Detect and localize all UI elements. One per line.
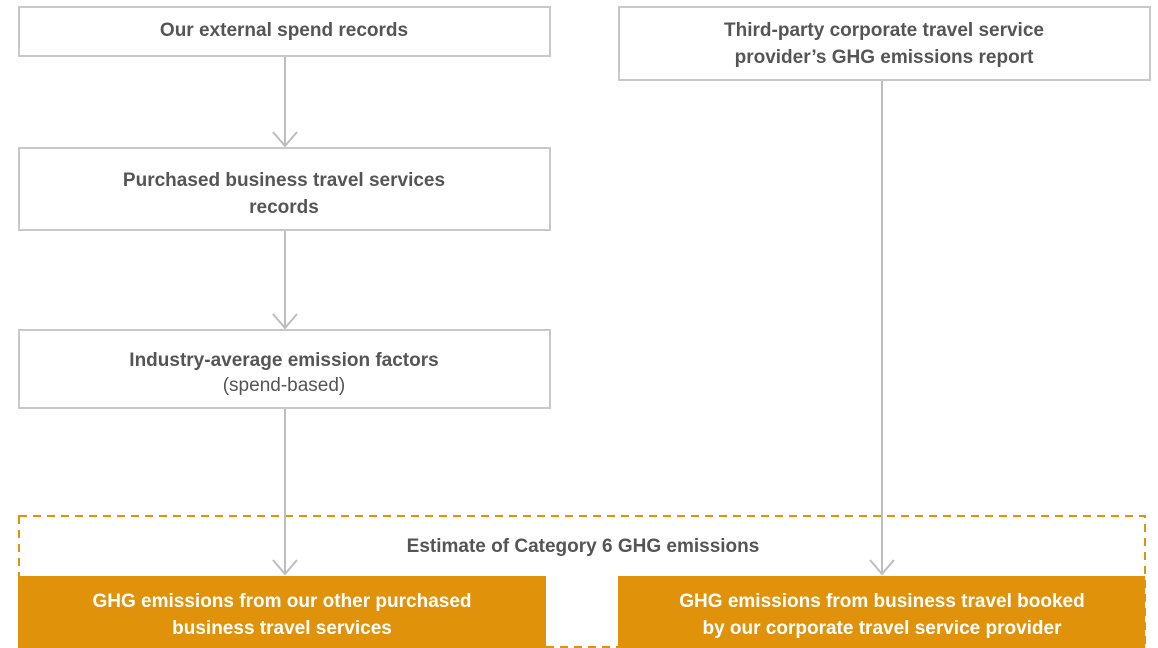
node-text: records [249, 197, 319, 218]
group-label: Estimate of Category 6 GHG emissions [407, 536, 760, 557]
result-text: business travel services [172, 618, 392, 639]
node-box [618, 6, 1151, 81]
result-box [18, 576, 546, 648]
node-box [18, 147, 551, 231]
arrow [869, 80, 895, 576]
node-note: (spend-based) [223, 375, 346, 396]
node-text: Third-party corporate travel service [724, 20, 1044, 41]
node-text: Purchased business travel services [123, 170, 445, 191]
node-text: Industry-average emission factors [129, 350, 438, 371]
node-box [18, 329, 551, 409]
node-text: provider’s GHG emissions report [735, 47, 1034, 68]
arrow [272, 56, 298, 148]
result-text: GHG emissions from our other purchased [92, 591, 471, 612]
result-text: GHG emissions from business travel booke… [679, 591, 1084, 612]
node-text: Our external spend records [160, 20, 408, 41]
result-box [618, 576, 1145, 648]
arrow [272, 230, 298, 330]
result-text: by our corporate travel service provider [702, 618, 1062, 639]
arrow [272, 408, 298, 576]
node-box [18, 6, 551, 57]
